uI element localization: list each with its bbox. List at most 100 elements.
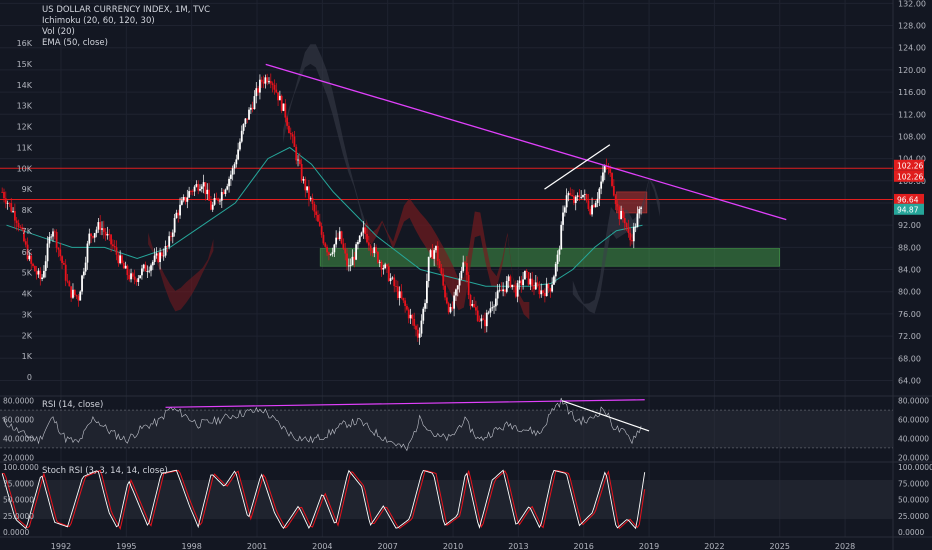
- candle-up: [41, 277, 44, 280]
- candle-down: [208, 189, 210, 201]
- time-tick-label: 2016: [574, 542, 594, 550]
- candle-down: [298, 159, 301, 165]
- price-tick-label: 64.00: [898, 376, 921, 385]
- time-tick-label: 2028: [835, 542, 855, 550]
- candle-up: [297, 159, 299, 161]
- candle-up: [349, 265, 352, 267]
- candle-up: [235, 159, 238, 165]
- candle-up: [264, 77, 267, 84]
- candle-down: [126, 265, 129, 276]
- candle-up: [355, 244, 358, 260]
- candle-down: [571, 195, 574, 196]
- candle-up: [603, 166, 606, 173]
- ema-line: [6, 146, 643, 287]
- volume-tick-label: 2K: [22, 331, 33, 340]
- price-tick-label: 76.00: [898, 310, 921, 319]
- volume-tick-label: 0: [27, 373, 32, 382]
- candle-down: [337, 237, 339, 240]
- candle-up: [278, 95, 281, 101]
- candle-down: [415, 325, 417, 330]
- candle-down: [92, 236, 94, 238]
- candle-down: [104, 231, 107, 236]
- candle-up: [139, 275, 142, 279]
- candle-down: [393, 277, 396, 287]
- candle-up: [460, 270, 463, 279]
- candle-down: [346, 253, 348, 266]
- candle-down: [585, 194, 588, 201]
- candle-up: [206, 189, 209, 195]
- candle-down: [170, 236, 172, 237]
- price-tick-label: 92.00: [898, 221, 921, 230]
- candle-down: [609, 169, 612, 173]
- candle-down: [64, 264, 67, 281]
- candle-down: [364, 227, 367, 235]
- time-axis: 1992 1995 1998 2001 2004 2007 2010 2013 2016 2019…: [51, 542, 855, 550]
- volume-tick-label: 1K: [22, 352, 33, 361]
- candle-down: [222, 192, 225, 194]
- candle-up: [529, 278, 532, 285]
- candle-up: [422, 308, 425, 321]
- volume-tick-label: 3K: [22, 310, 33, 319]
- candle-down: [465, 263, 468, 275]
- candle-up: [52, 231, 54, 237]
- candle-up: [253, 96, 256, 110]
- candle-up: [79, 291, 82, 301]
- candle-up: [583, 194, 586, 195]
- candle-down: [625, 223, 628, 228]
- candle-up: [153, 255, 156, 262]
- candle-down: [467, 274, 470, 295]
- candle-down: [161, 252, 163, 257]
- legend-ichimoku: Ichimoku (20, 60, 120, 30): [42, 16, 155, 26]
- candle-up: [485, 312, 488, 327]
- candle-up: [72, 289, 74, 298]
- candle-down: [204, 182, 207, 195]
- price-tag-label: 102.26: [897, 161, 923, 170]
- candle-up: [255, 88, 258, 97]
- candle-up: [596, 198, 599, 204]
- candle-down: [549, 288, 552, 292]
- candle-up: [175, 212, 178, 219]
- candle-up: [418, 333, 421, 338]
- candle-down: [611, 172, 613, 186]
- volume-tick-label: 11K: [17, 143, 33, 152]
- candle-down: [217, 198, 220, 202]
- candle-up: [462, 262, 465, 271]
- candle-down: [33, 266, 36, 272]
- candle-down: [113, 246, 116, 248]
- candle-down: [473, 304, 475, 308]
- volume-axis: 16K 15K 14K 13K 12K 11K 10K 9K 8K 7K 6K 5K 4K 3K 2K 1K 0: [17, 39, 33, 382]
- candle-down: [190, 191, 192, 192]
- candle-down: [436, 246, 439, 262]
- stoch-d-line: [2, 469, 646, 530]
- candle-down: [318, 221, 321, 227]
- candle-up: [180, 200, 183, 205]
- candle-down: [266, 77, 269, 83]
- candle-up: [563, 207, 566, 213]
- candle-up: [213, 198, 216, 205]
- candle-down: [121, 255, 123, 263]
- candle-up: [565, 195, 568, 208]
- candle-up: [233, 164, 236, 169]
- candle-down: [23, 229, 25, 242]
- candle-up: [228, 178, 230, 187]
- candle-up: [453, 295, 456, 309]
- candle-up: [179, 204, 181, 216]
- candle-down: [246, 118, 249, 120]
- candle-up: [491, 307, 494, 309]
- price-tick-label: 116.00: [898, 88, 926, 97]
- candle-down: [257, 88, 259, 93]
- candle-down: [478, 320, 481, 322]
- price-tag-label: 94.87: [897, 205, 919, 214]
- candle-up: [282, 103, 285, 111]
- candle-down: [251, 107, 254, 110]
- candle-up: [358, 235, 361, 243]
- candle-up: [562, 212, 564, 225]
- price-tag-background: [894, 193, 924, 205]
- candle-up: [12, 210, 14, 212]
- trendlines-layer: [265, 63, 787, 221]
- candle-down: [587, 200, 590, 209]
- volume-tick-label: 8K: [22, 206, 33, 215]
- candle-down: [32, 263, 34, 267]
- candle-up: [333, 244, 336, 253]
